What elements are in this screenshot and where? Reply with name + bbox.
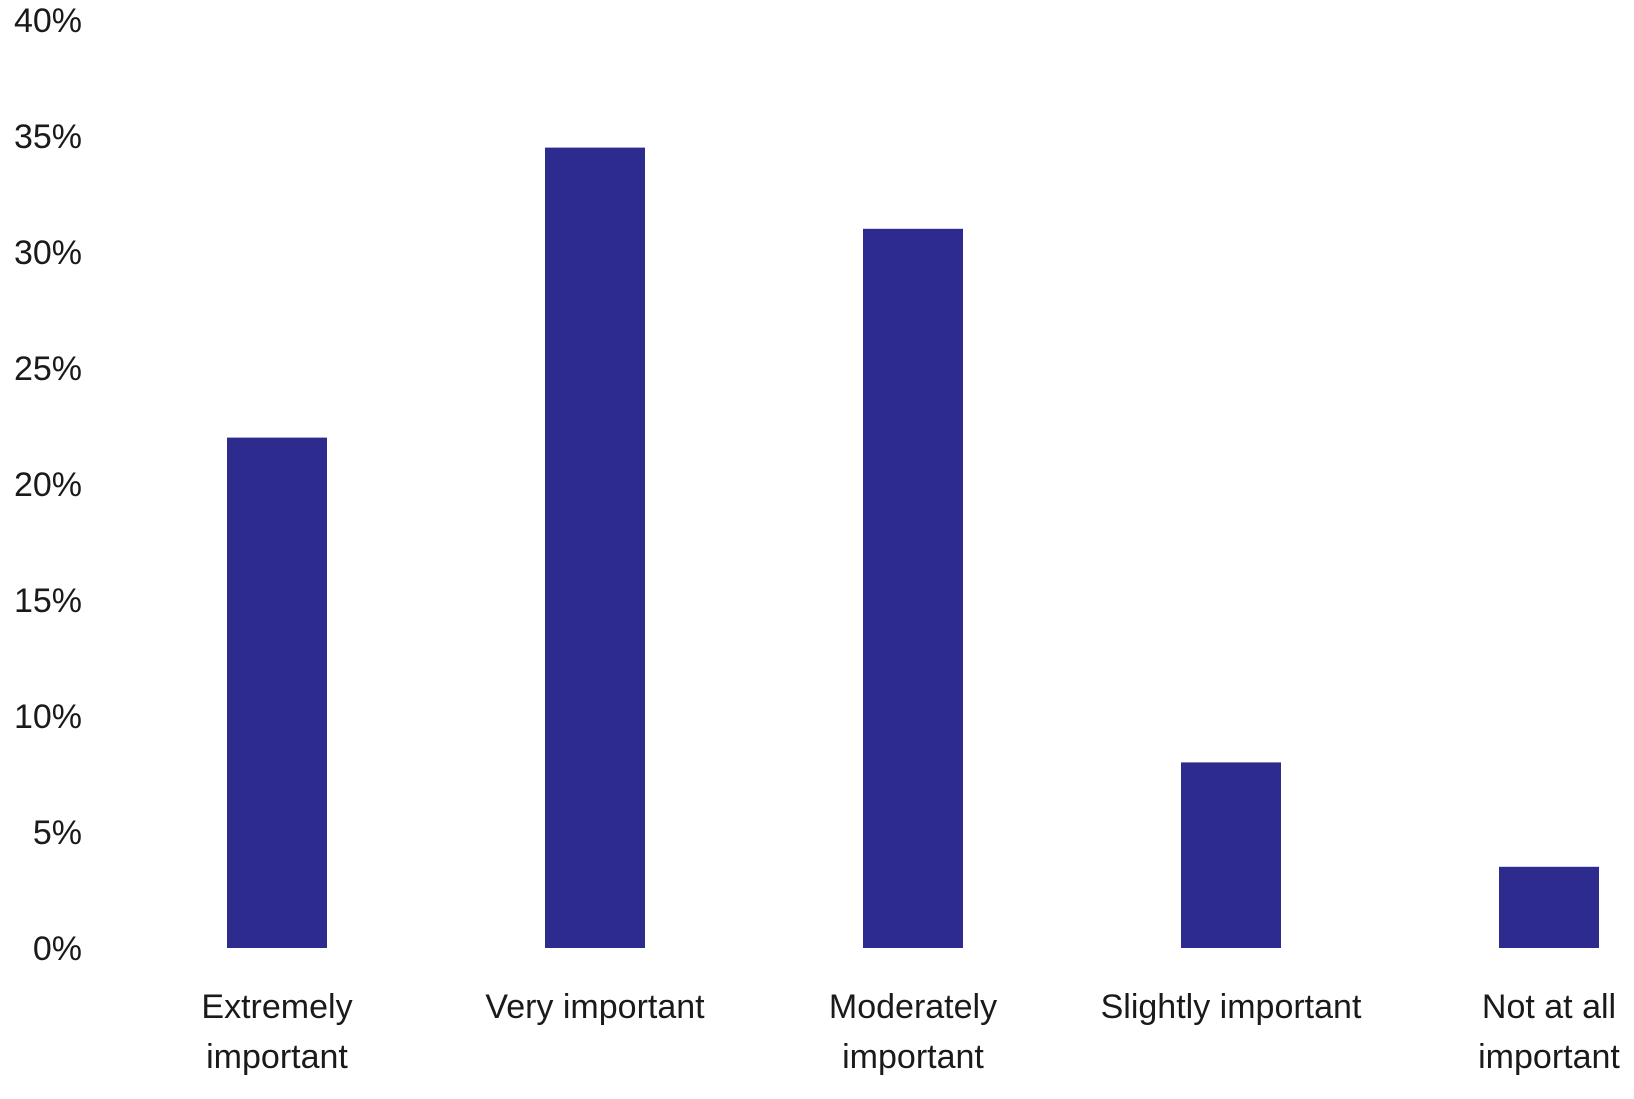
bar [1181, 762, 1281, 948]
bar [227, 437, 327, 948]
y-tick-label: 0% [33, 930, 82, 968]
x-tick-label: Slightly important [1101, 988, 1362, 1026]
y-tick-label: 10% [14, 698, 82, 736]
y-tick-label: 20% [14, 466, 82, 504]
y-axis-tick-labels: 0% 5% 10% 15% 20% 25% 30% 35% 40% [14, 2, 82, 968]
x-tick-label: Not at all important [1478, 988, 1620, 1076]
bars [227, 147, 1599, 949]
x-tick-label: Extremely important [201, 988, 352, 1076]
bar [863, 228, 963, 949]
bar [545, 147, 645, 949]
y-tick-label: 30% [14, 234, 82, 272]
bar [1499, 866, 1599, 948]
y-tick-label: 25% [14, 350, 82, 388]
x-tick-label: Moderately important [829, 988, 997, 1076]
y-tick-label: 35% [14, 118, 82, 156]
y-tick-label: 15% [14, 582, 82, 620]
y-tick-label: 5% [33, 814, 82, 852]
x-axis-tick-labels: Extremely important Very important Moderate… [201, 988, 1620, 1076]
x-tick-label: Very important [485, 988, 705, 1026]
y-tick-label: 40% [14, 2, 82, 40]
